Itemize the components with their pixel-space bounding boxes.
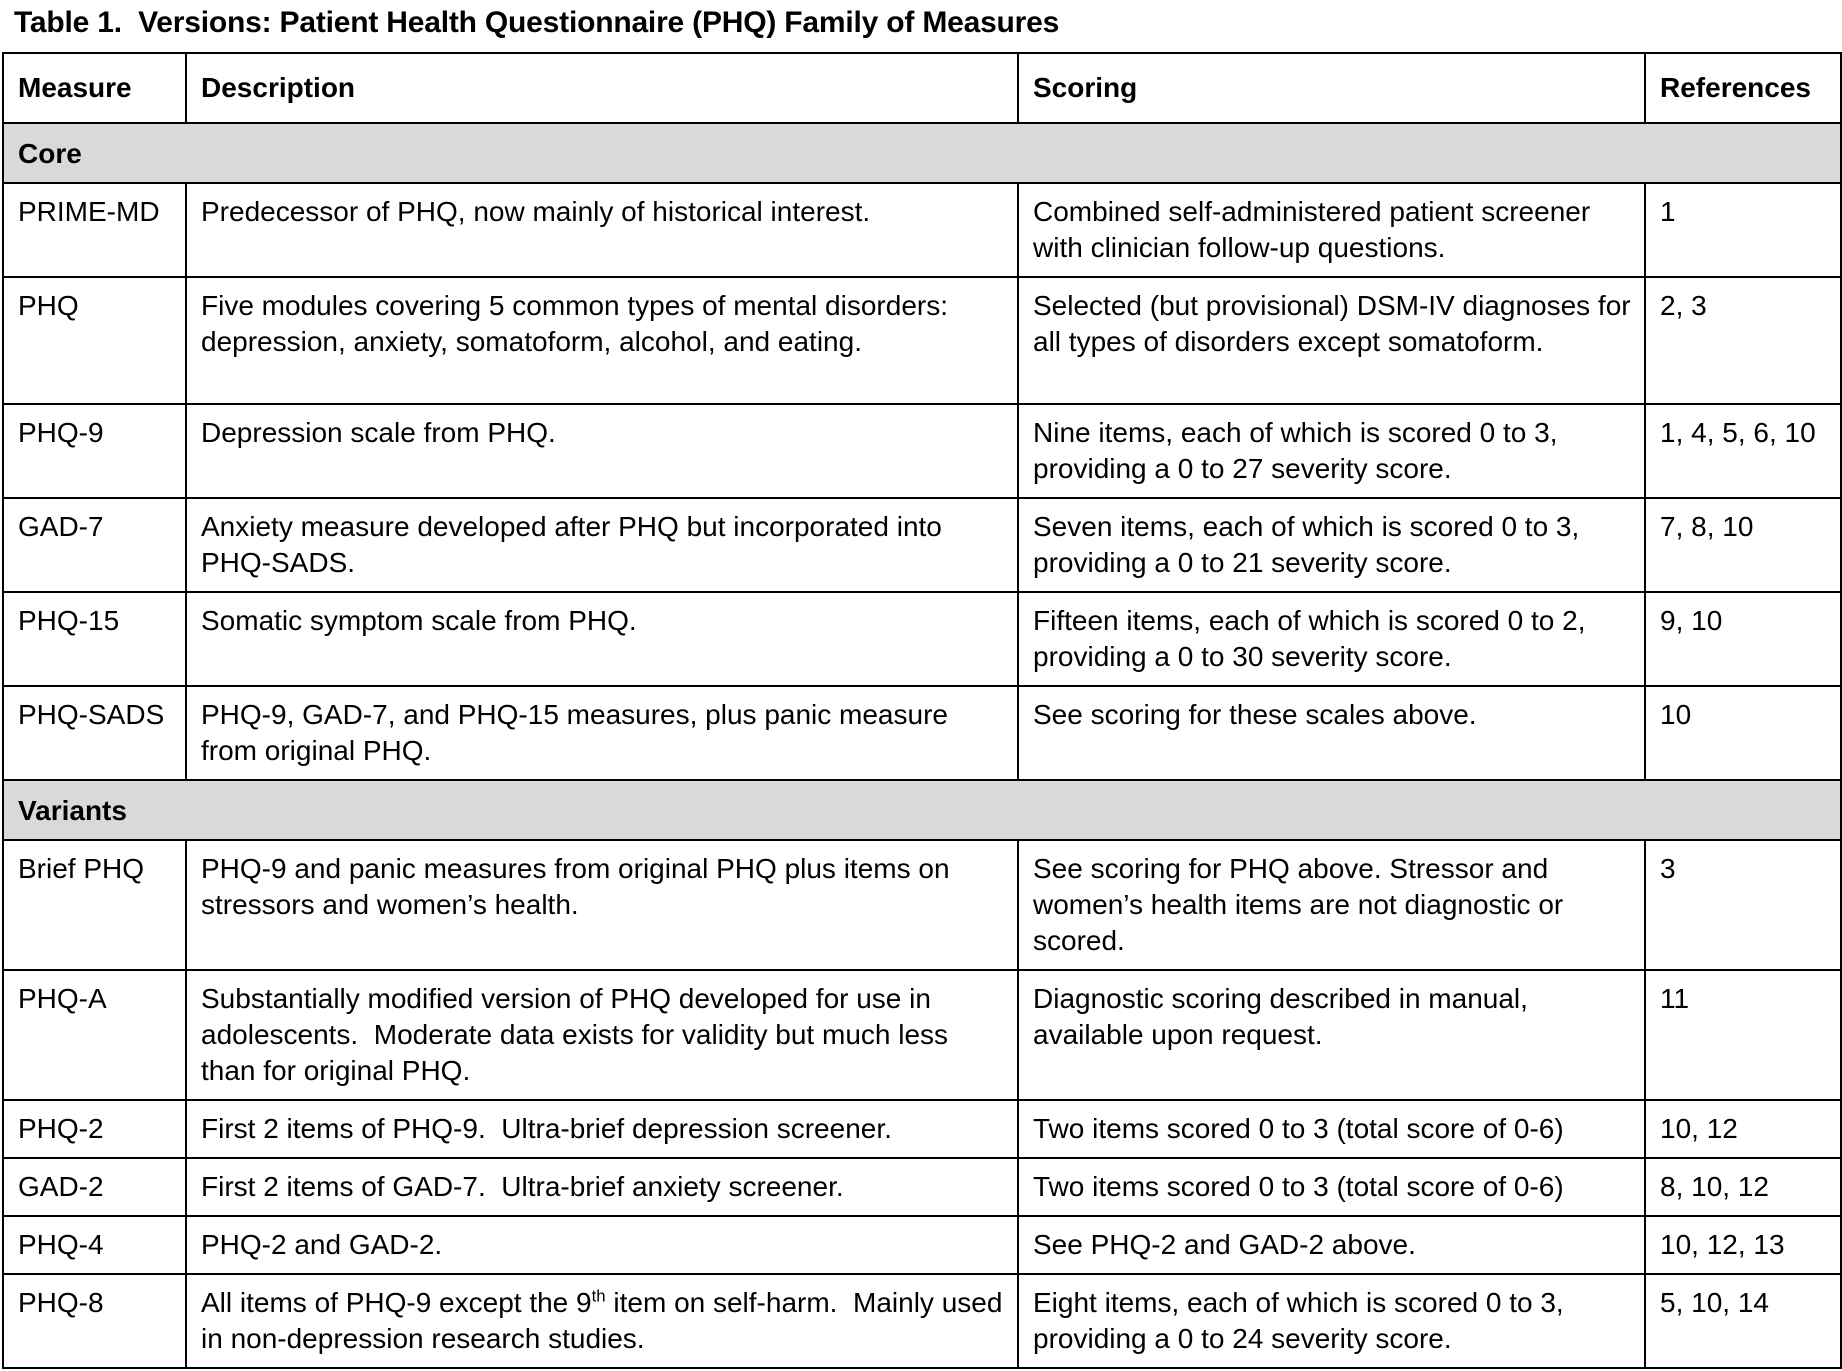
table-header-row: Measure Description Scoring References <box>2 52 1842 124</box>
section-label: Core <box>2 122 1842 184</box>
measure-cell: PHQ-2 <box>2 1099 187 1159</box>
references-cell: 9, 10 <box>1644 591 1842 687</box>
references-cell: 8, 10, 12 <box>1644 1157 1842 1217</box>
scoring-cell: Fifteen items, each of which is scored 0… <box>1017 591 1646 687</box>
measure-cell: PHQ-8 <box>2 1273 187 1369</box>
references-cell: 7, 8, 10 <box>1644 497 1842 593</box>
scoring-cell: See PHQ-2 and GAD-2 above. <box>1017 1215 1646 1275</box>
scoring-cell: Seven items, each of which is scored 0 t… <box>1017 497 1646 593</box>
description-cell: All items of PHQ-9 except the 9th item o… <box>185 1273 1019 1369</box>
references-cell: 2, 3 <box>1644 276 1842 405</box>
description-cell: Substantially modified version of PHQ de… <box>185 969 1019 1101</box>
description-cell: First 2 items of GAD-7. Ultra-brief anxi… <box>185 1157 1019 1217</box>
description-cell: Depression scale from PHQ. <box>185 403 1019 499</box>
measure-cell: PRIME-MD <box>2 182 187 278</box>
scoring-cell: Combined self-administered patient scree… <box>1017 182 1646 278</box>
column-header-measure: Measure <box>2 52 187 124</box>
scoring-cell: See scoring for PHQ above. Stressor and … <box>1017 839 1646 971</box>
description-cell: Anxiety measure developed after PHQ but … <box>185 497 1019 593</box>
references-cell: 11 <box>1644 969 1842 1101</box>
references-cell: 5, 10, 14 <box>1644 1273 1842 1369</box>
measure-cell: PHQ-9 <box>2 403 187 499</box>
description-cell: PHQ-2 and GAD-2. <box>185 1215 1019 1275</box>
references-cell: 1 <box>1644 182 1842 278</box>
table-row: PHQ-9 Depression scale from PHQ. Nine it… <box>2 403 1842 499</box>
measure-cell: GAD-7 <box>2 497 187 593</box>
table-row: PHQ Five modules covering 5 common types… <box>2 276 1842 405</box>
measure-cell: PHQ <box>2 276 187 405</box>
measure-cell: PHQ-15 <box>2 591 187 687</box>
table-row: PRIME-MD Predecessor of PHQ, now mainly … <box>2 182 1842 278</box>
phq-measures-table: Measure Description Scoring References C… <box>2 52 1842 1369</box>
description-cell: PHQ-9 and panic measures from original P… <box>185 839 1019 971</box>
table-row: PHQ-4 PHQ-2 and GAD-2. See PHQ-2 and GAD… <box>2 1215 1842 1275</box>
scoring-cell: Nine items, each of which is scored 0 to… <box>1017 403 1646 499</box>
scoring-cell: Diagnostic scoring described in manual, … <box>1017 969 1646 1101</box>
section-header-core: Core <box>2 122 1842 184</box>
table-row: GAD-2 First 2 items of GAD-7. Ultra-brie… <box>2 1157 1842 1217</box>
table-row: PHQ-15 Somatic symptom scale from PHQ. F… <box>2 591 1842 687</box>
measure-cell: PHQ-A <box>2 969 187 1101</box>
column-header-references: References <box>1644 52 1842 124</box>
references-cell: 10, 12, 13 <box>1644 1215 1842 1275</box>
table-row: Brief PHQ PHQ-9 and panic measures from … <box>2 839 1842 971</box>
references-cell: 3 <box>1644 839 1842 971</box>
description-cell: Somatic symptom scale from PHQ. <box>185 591 1019 687</box>
section-header-variants: Variants <box>2 779 1842 841</box>
references-cell: 10, 12 <box>1644 1099 1842 1159</box>
scoring-cell: Eight items, each of which is scored 0 t… <box>1017 1273 1646 1369</box>
description-cell: PHQ-9, GAD-7, and PHQ-15 measures, plus … <box>185 685 1019 781</box>
description-cell: First 2 items of PHQ-9. Ultra-brief depr… <box>185 1099 1019 1159</box>
scoring-cell: See scoring for these scales above. <box>1017 685 1646 781</box>
scoring-cell: Two items scored 0 to 3 (total score of … <box>1017 1099 1646 1159</box>
table-row: PHQ-A Substantially modified version of … <box>2 969 1842 1101</box>
section-label: Variants <box>2 779 1842 841</box>
table-row: PHQ-SADS PHQ-9, GAD-7, and PHQ-15 measur… <box>2 685 1842 781</box>
measure-cell: PHQ-4 <box>2 1215 187 1275</box>
scoring-cell: Two items scored 0 to 3 (total score of … <box>1017 1157 1646 1217</box>
scoring-cell: Selected (but provisional) DSM-IV diagno… <box>1017 276 1646 405</box>
references-cell: 10 <box>1644 685 1842 781</box>
column-header-description: Description <box>185 52 1019 124</box>
page-title: Table 1. Versions: Patient Health Questi… <box>14 6 1060 39</box>
measure-cell: PHQ-SADS <box>2 685 187 781</box>
measure-cell: Brief PHQ <box>2 839 187 971</box>
description-cell: Predecessor of PHQ, now mainly of histor… <box>185 182 1019 278</box>
table-row: GAD-7 Anxiety measure developed after PH… <box>2 497 1842 593</box>
measure-cell: GAD-2 <box>2 1157 187 1217</box>
references-cell: 1, 4, 5, 6, 10 <box>1644 403 1842 499</box>
table-row: PHQ-2 First 2 items of PHQ-9. Ultra-brie… <box>2 1099 1842 1159</box>
table-row: PHQ-8 All items of PHQ-9 except the 9th … <box>2 1273 1842 1369</box>
description-cell: Five modules covering 5 common types of … <box>185 276 1019 405</box>
column-header-scoring: Scoring <box>1017 52 1646 124</box>
